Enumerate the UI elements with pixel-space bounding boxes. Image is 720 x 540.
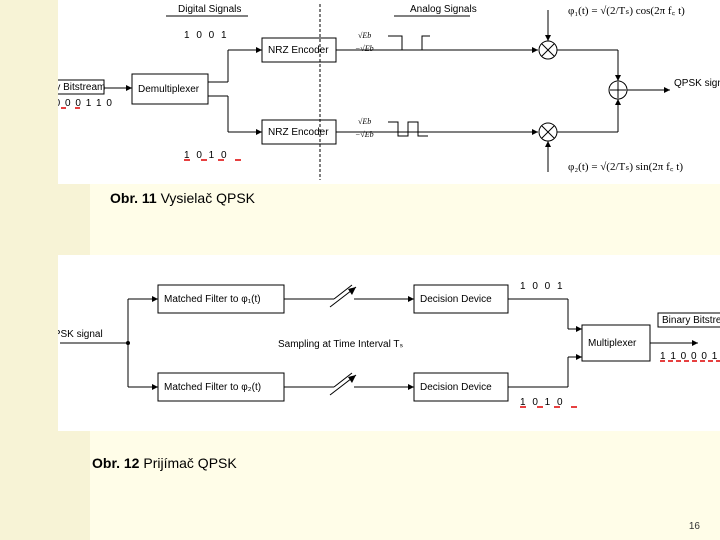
binary-bitstream-label: Binary Bitstream [58,82,105,93]
sampler-top-icon [330,285,356,307]
sqrt-eb-pos-top: √Eb [358,31,371,40]
tx-svg: Digital Signals Analog Signals Binary Bi… [58,0,720,184]
fig11-body: Vysielač QPSK [161,190,255,206]
top-analog-waveform [388,36,430,50]
input-bits: 1 1 0 0 0 1 1 0 [58,98,113,109]
qpsk-out-label: QPSK signal [674,78,720,89]
matched-filter-1: Matched Filter to φ₁(t) [164,294,261,305]
sqrt-eb-neg-bot: −√Eb [355,130,374,139]
header-digital: Digital Signals [178,4,241,15]
figure-12-caption: Obr. 12 Prijímač QPSK [92,455,237,471]
sqrt-eb-neg-top: −√Eb [355,44,374,53]
fig11-prefix: Obr. 11 [110,190,161,206]
page-number: 16 [689,521,700,532]
top-bits: 1 0 0 1 [184,30,229,41]
decision-device-2: Decision Device [420,382,492,393]
fig12-prefix: Obr. 12 [92,455,143,471]
multiplexer-block: Multiplexer [588,338,637,349]
decision-device-1: Decision Device [420,294,492,305]
phi2-eq: φ₂(t) = √(2/Tₛ) sin(2π f꜀ t) [568,161,683,173]
fig12-body: Prijímač QPSK [143,455,236,471]
matched-filter-2: Matched Filter to φ₂(t) [164,382,261,393]
bot-analog-waveform [388,122,428,136]
phi1-eq: φ₁(t) = √(2/Tₛ) cos(2π f꜀ t) [568,5,685,17]
nrz-encoder-top: NRZ Encoder [268,45,329,56]
qpsk-transmitter-diagram: Digital Signals Analog Signals Binary Bi… [58,0,720,184]
nrz-encoder-bot: NRZ Encoder [268,127,329,138]
sampler-bot-icon [330,373,356,395]
demultiplexer-block: Demultiplexer [138,84,200,95]
figure-11-caption: Obr. 11 Vysielač QPSK [110,190,255,206]
sqrt-eb-pos-bot: √Eb [358,117,371,126]
header-analog: Analog Signals [410,4,477,15]
qpsk-receiver-diagram: QPSK signal Matched Filter to φ₁(t) Matc… [58,255,720,431]
qpsk-in-label: QPSK signal [58,329,103,340]
rx-binary-label: Binary Bitstream [662,315,720,326]
rx-svg: QPSK signal Matched Filter to φ₁(t) Matc… [58,255,720,431]
sampling-label: Sampling at Time Interval Tₛ [278,339,404,350]
rx-top-bits: 1 0 0 1 [520,281,565,292]
